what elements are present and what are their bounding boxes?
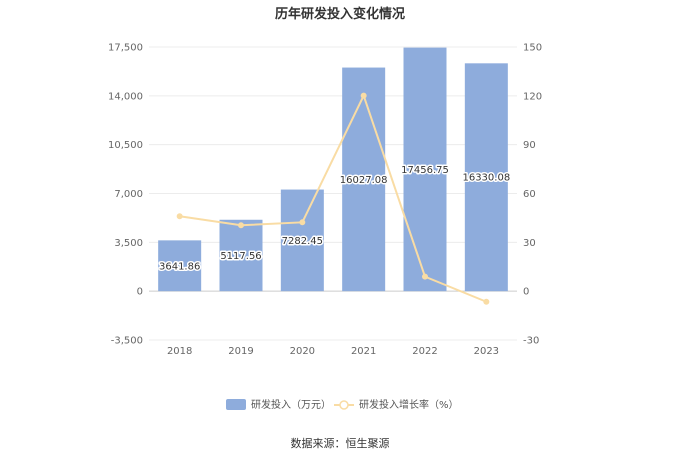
legend-bar-label: 研发投入（万元）: [251, 398, 331, 411]
x-axis-tick-label: 2019: [228, 346, 253, 357]
bar-value-label: 7282.45: [282, 236, 323, 247]
growth-line-series: [176, 92, 490, 305]
growth-point[interactable]: [360, 92, 367, 99]
left-axis-tick-label: -3,500: [111, 336, 143, 347]
x-axis-tick-label: 2022: [412, 346, 437, 357]
bar-data-labels: 3641.86 5117.56 7282.45 16027.08 17456.75 163…: [157, 163, 511, 273]
bar[interactable]: [219, 219, 263, 292]
left-axis-tick-label: 3,500: [114, 238, 143, 249]
legend-item-bar[interactable]: 研发投入（万元）: [226, 398, 331, 411]
right-axis-tick-label: 120: [523, 91, 542, 102]
growth-line: [179, 93, 487, 303]
bar-value-label: 16330.08: [462, 173, 510, 184]
left-axis-tick-label: 7,000: [114, 189, 143, 200]
right-axis-tick-label: 0: [523, 287, 529, 298]
bar[interactable]: [464, 63, 508, 292]
bar-value-label: 5117.56: [220, 251, 261, 262]
grid: [149, 46, 517, 341]
x-axis-tick-label: 2023: [474, 346, 499, 357]
bar-value-label: 16027.08: [340, 175, 388, 186]
legend-line-marker: [339, 400, 349, 410]
legend-item-line[interactable]: 研发投入增长率（%）: [334, 398, 459, 411]
x-axis-tick-label: 2018: [167, 346, 192, 357]
left-axis-tick-label: 10,500: [108, 140, 143, 151]
right-axis-tick-label: 30: [523, 238, 536, 249]
left-axis-tick-label: 0: [137, 287, 143, 298]
growth-point[interactable]: [299, 219, 306, 226]
growth-point[interactable]: [176, 213, 183, 220]
left-axis-tick-label: 14,000: [108, 91, 143, 102]
left-axis-tick-label: 17,500: [108, 43, 143, 54]
legend: 研发投入（万元） 研发投入增长率（%）: [226, 398, 459, 411]
axes: -3,500 0 3,500 7,000 10,500 14,000 17,500 -30 0 3…: [108, 43, 542, 358]
growth-point[interactable]: [422, 273, 428, 280]
growth-point[interactable]: [238, 222, 244, 229]
bar[interactable]: [280, 189, 324, 292]
bar-series: [158, 47, 508, 292]
bar-value-label: 3641.86: [159, 261, 200, 272]
right-axis-tick-label: 90: [523, 140, 536, 151]
x-axis-tick-label: 2021: [351, 346, 376, 357]
bar[interactable]: [158, 240, 202, 292]
right-axis-tick-label: -30: [523, 336, 539, 347]
bar[interactable]: [342, 67, 386, 292]
growth-point[interactable]: [483, 298, 490, 305]
bar-value-label: 17456.75: [401, 165, 449, 176]
bar[interactable]: [403, 47, 447, 292]
data-source: 数据来源：恒生聚源: [291, 436, 390, 450]
right-axis-tick-label: 60: [523, 189, 536, 200]
legend-bar-swatch: [226, 399, 246, 410]
legend-line-label: 研发投入增长率（%）: [359, 398, 459, 411]
x-axis-tick-label: 2020: [290, 346, 315, 357]
right-axis-tick-label: 150: [523, 43, 542, 54]
chart-title: 历年研发投入变化情况: [275, 6, 405, 22]
